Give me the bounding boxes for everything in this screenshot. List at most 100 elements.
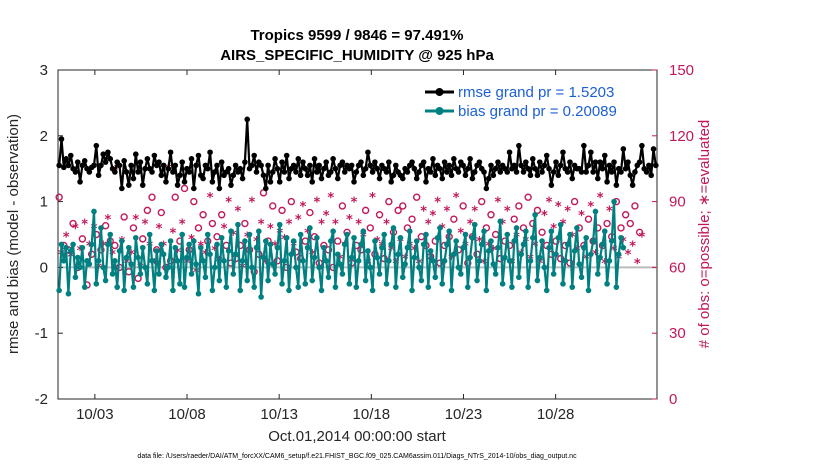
rmse-point xyxy=(328,169,334,175)
bias-point xyxy=(272,271,278,277)
rmse-point xyxy=(594,175,601,182)
rmse-point xyxy=(483,185,490,192)
bias-point xyxy=(239,258,246,264)
bias-point xyxy=(334,251,341,258)
bias-point xyxy=(444,241,450,248)
bias-point xyxy=(432,274,439,281)
rmse-point xyxy=(636,159,643,165)
bias-point xyxy=(399,274,406,281)
obs-possible-point xyxy=(278,206,286,215)
y-axis-label-right: # of obs: o=possible; ∗=evaluated xyxy=(696,120,713,349)
rmse-point xyxy=(643,169,650,175)
rmse-point xyxy=(529,156,536,162)
obs-evaluated-point: * xyxy=(597,191,604,206)
obs-evaluated-point: * xyxy=(332,218,339,233)
bias-point xyxy=(281,258,288,264)
rmse-point xyxy=(116,162,123,169)
rmse-point xyxy=(149,169,155,175)
bias-point xyxy=(520,241,527,248)
bias-point xyxy=(467,254,473,261)
bias-point xyxy=(416,264,422,271)
rmse-point xyxy=(244,116,251,123)
bias-point xyxy=(341,241,348,248)
obs-possible-point xyxy=(199,211,207,219)
rmse-point xyxy=(119,185,125,192)
y-right-tick-label: 150 xyxy=(669,62,694,79)
bias-point xyxy=(91,208,97,215)
bias-point xyxy=(604,281,610,287)
obs-evaluated-point: * xyxy=(564,204,571,219)
bias-point xyxy=(451,251,457,258)
bias-point xyxy=(608,238,615,244)
rmse-point xyxy=(555,172,562,179)
x-tick-label: 10/18 xyxy=(353,406,391,423)
bias-point xyxy=(67,248,74,254)
obs-evaluated-point: * xyxy=(355,218,362,233)
bias-point xyxy=(485,248,492,254)
bias-point xyxy=(297,231,304,238)
bias-point xyxy=(395,251,401,258)
bias-point xyxy=(383,281,390,287)
rmse-point xyxy=(242,159,248,165)
bias-point xyxy=(216,277,223,284)
obs-evaluated-point: * xyxy=(86,239,93,254)
obs-possible-point xyxy=(143,206,152,215)
bias-point xyxy=(123,254,130,261)
bias-point xyxy=(560,281,566,287)
bias-point xyxy=(165,264,172,271)
rmse-point xyxy=(613,182,620,188)
x-tick-label: 10/08 xyxy=(168,406,206,423)
bias-point xyxy=(360,228,367,235)
rmse-point xyxy=(193,162,199,169)
bias-point xyxy=(513,225,520,231)
bias-point xyxy=(207,251,213,258)
rmse-point xyxy=(557,162,564,169)
rmse-point xyxy=(272,156,278,162)
rmse-point xyxy=(464,165,471,172)
rmse-point xyxy=(200,175,206,182)
bias-point xyxy=(105,241,111,248)
bias-point xyxy=(413,238,420,244)
x-axis-label: Oct.01,2014 00:00:00 start xyxy=(268,428,446,445)
bias-point xyxy=(72,274,79,281)
bias-point xyxy=(348,254,355,261)
rmse-point xyxy=(218,159,225,165)
bias-point xyxy=(95,258,102,264)
bias-point xyxy=(427,248,434,254)
rmse-point xyxy=(309,179,316,185)
obs-possible-point xyxy=(306,208,314,217)
rmse-point xyxy=(527,172,534,179)
rmse-point xyxy=(578,169,585,175)
obs-possible-point xyxy=(148,193,156,201)
rmse-point xyxy=(269,169,276,175)
bias-point xyxy=(204,231,211,238)
bias-point xyxy=(102,277,109,284)
rmse-point xyxy=(253,169,260,175)
obs-evaluated-point: * xyxy=(578,209,585,224)
rmse-point xyxy=(188,156,195,162)
obs-evaluated-point: * xyxy=(286,218,293,233)
obs-evaluated-point: * xyxy=(174,246,181,261)
bias-point xyxy=(562,258,569,264)
bias-point xyxy=(235,221,241,228)
obs-possible-point xyxy=(375,211,384,219)
rmse-point xyxy=(629,182,636,188)
bias-point xyxy=(425,284,432,290)
bias-point xyxy=(144,281,151,287)
bias-point xyxy=(374,254,381,261)
rmse-point xyxy=(290,162,297,169)
y-tick-label: 2 xyxy=(40,128,48,145)
bias-point xyxy=(332,284,339,290)
obs-evaluated-point: * xyxy=(109,248,116,263)
bias-point xyxy=(128,261,134,267)
obs-evaluated-point: * xyxy=(77,244,84,259)
bias-point xyxy=(174,258,181,264)
obs-evaluated-point: * xyxy=(592,248,599,263)
rmse-point xyxy=(490,172,497,179)
obs-evaluated-point: * xyxy=(471,204,478,219)
bias-point xyxy=(536,254,543,261)
chart-title-line1: Tropics 9599 / 9846 = 97.491% xyxy=(250,27,463,44)
bias-point xyxy=(483,287,490,294)
rmse-point xyxy=(627,172,634,179)
obs-possible-point xyxy=(621,211,630,219)
